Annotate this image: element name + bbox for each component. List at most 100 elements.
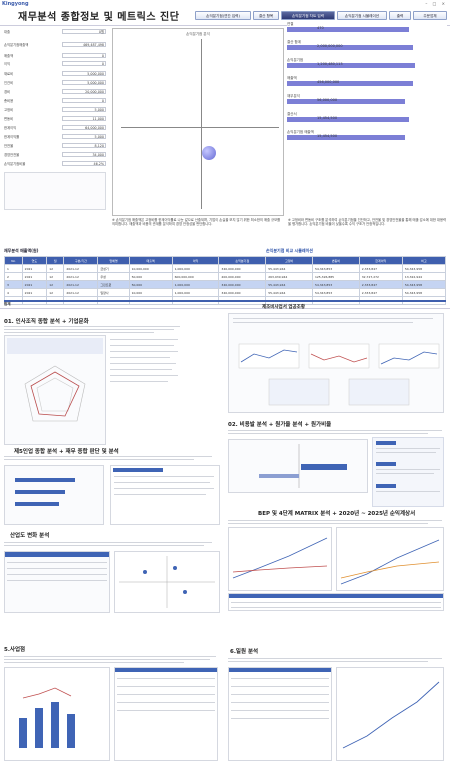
industry-scatter-chart <box>119 556 215 608</box>
col-header[interactable]: No <box>4 256 23 265</box>
table-caption-right: 손익분기점 비교 시뮬레이션 <box>266 248 313 253</box>
form-field[interactable]: 0원 <box>62 29 106 34</box>
cost-chart-panel <box>228 439 368 493</box>
judgement-text-panel <box>110 465 220 525</box>
col-header[interactable]: 변동비 <box>311 256 360 265</box>
col-header[interactable]: 이익 <box>171 256 220 265</box>
form-field[interactable]: 0 <box>62 98 106 103</box>
col-header[interactable]: 손익분기점 <box>218 256 267 265</box>
bar-label: 결산서 <box>287 112 297 116</box>
col-header[interactable]: 업체명 <box>97 256 130 265</box>
window-controls[interactable]: – □ × <box>425 1 447 6</box>
bar-label: 손익분기점 <box>287 58 304 62</box>
cell: 2 <box>4 272 23 281</box>
cell: 그린트윈 <box>97 280 130 289</box>
radar-panel <box>4 335 106 445</box>
cell: 일양사 <box>97 288 130 297</box>
table-row[interactable]: 2 2021 12 2021-12 우성 50,000 600,000,000 400,000… <box>4 272 447 281</box>
form-notes-box <box>4 172 106 210</box>
cell: 1 <box>4 264 23 273</box>
form-field[interactable]: 5,000,000 <box>62 71 106 76</box>
cell: 600,000,000 <box>171 272 220 281</box>
bar-value: 15,454,500 <box>317 116 338 120</box>
form-field[interactable]: 469,487,498 <box>62 42 106 47</box>
bar <box>287 27 409 32</box>
bar-label: 매출액 <box>287 76 297 80</box>
table-row[interactable]: 1 2021 12 2021-12 금성기 10,000,000 1,000,000 340,… <box>4 264 447 273</box>
col-header[interactable]: 매출액 <box>128 256 173 265</box>
col-header[interactable]: 비고 <box>401 256 447 265</box>
table-caption-left: 재무분석 매출액(원) <box>4 248 39 253</box>
cell: 우성 <box>97 272 130 281</box>
cell: 3 <box>4 280 23 289</box>
form-label: 인건비 <box>4 81 14 85</box>
form-field[interactable]: 8,120 <box>62 143 106 148</box>
toolbar-button-client[interactable]: 주문업체 <box>413 11 447 20</box>
industry-scatter <box>114 551 220 613</box>
toolbar-button-simulation[interactable]: 손익분기점 시뮬레이션 <box>337 11 387 20</box>
toolbar-button-chart-input[interactable]: 손익분기점 차트 입력 <box>281 11 335 20</box>
page-title: 재무분석 종합정보 및 메트릭스 진단 <box>18 12 180 23</box>
bar <box>287 63 415 68</box>
form-field[interactable]: 5,000,000 <box>62 80 106 85</box>
form-field[interactable]: 64,000,000 <box>62 125 106 130</box>
col-header[interactable]: 월 <box>46 256 65 265</box>
toolbar-button-bep-input[interactable]: 손익분기점(연간 입력) <box>195 11 251 20</box>
toolbar-button-print[interactable]: 출력 <box>389 11 411 20</box>
table-captions: 재무분석 매출액(원) 손익분기점 비교 시뮬레이션 <box>4 248 446 253</box>
table-row[interactable]: 4 2021 12 2021-12 일양사 10,000 1,000,000 340,000,… <box>4 288 447 297</box>
analysis-table <box>228 667 332 761</box>
cell: 54,343,853 <box>311 288 360 297</box>
form-field[interactable]: 0 <box>62 53 106 58</box>
form-field[interactable]: 0 <box>62 61 106 66</box>
bep-table <box>228 593 444 611</box>
section-title: 제5인업 종합 분석 + 재무 종합 판단 및 분석 <box>14 449 119 455</box>
col-header[interactable]: 고정비 <box>265 256 313 265</box>
cell: 12 <box>46 264 65 273</box>
cost-notes <box>372 437 444 507</box>
section-title: 제조비사업서 업공조황 <box>262 305 305 310</box>
form-field[interactable]: 34,000 <box>62 152 106 157</box>
col-header[interactable]: 구분/기간 <box>63 256 99 265</box>
table-row-selected[interactable]: 3 2021 12 2021-12 그린트윈 50,000 1,000,000 340,000… <box>4 280 447 289</box>
section-text <box>4 655 218 664</box>
form-field[interactable]: 20,000,000 <box>62 89 106 94</box>
form-label: 매출액 <box>4 54 14 58</box>
toolbar-button-settlement[interactable]: 결산 항목 <box>253 11 279 20</box>
form-field[interactable]: 46.2% <box>62 161 106 166</box>
bar-label: 손익분기점 매출액 <box>287 130 314 134</box>
cell: 263,939,944 <box>265 272 313 281</box>
cell: 54,343,958 <box>401 288 447 297</box>
cell: 금성기 <box>97 264 130 273</box>
analysis-chart <box>336 667 444 761</box>
cell: 2021-12 <box>63 264 99 273</box>
bar-label: 연결 <box>287 22 294 26</box>
col-header[interactable]: 연도 <box>21 256 48 265</box>
cell: 340,000,000 <box>218 264 267 273</box>
col-header[interactable]: 한계이익 <box>358 256 403 265</box>
form-label: 총비용 <box>4 99 14 103</box>
total-label: 합계 <box>4 302 11 306</box>
report-preview[interactable]: 01. 인사조직 종합 분석 + 기업문화 제조비사업서 업공조황 02. 비용… <box>0 305 450 765</box>
form-field[interactable]: 5,000 <box>62 107 106 112</box>
cell: 2021-12 <box>63 280 99 289</box>
section-text <box>228 519 444 525</box>
cell: 55,443,944 <box>265 264 313 273</box>
cell: 50,000 <box>128 272 173 281</box>
cell: 12 <box>46 272 65 281</box>
business-bar-chart <box>19 687 75 748</box>
form-field[interactable]: 5,000 <box>62 134 106 139</box>
bar <box>287 99 405 104</box>
bar-value: 15,454,500 <box>317 134 338 138</box>
form-label: 변동비 <box>4 117 14 121</box>
cell: 2021 <box>21 264 48 273</box>
bep-line-chart <box>228 527 332 591</box>
form-label: 경비 <box>4 90 11 94</box>
form-field[interactable]: 11,000 <box>62 116 106 121</box>
bar-label: 재무분석 <box>287 94 300 98</box>
cell: 32,727,272 <box>358 272 403 281</box>
form-label: 재료비 <box>4 72 14 76</box>
business-chart <box>4 667 110 761</box>
section-title: 6.일원 분석 <box>230 649 259 655</box>
form-label: 고정비 <box>4 108 14 112</box>
